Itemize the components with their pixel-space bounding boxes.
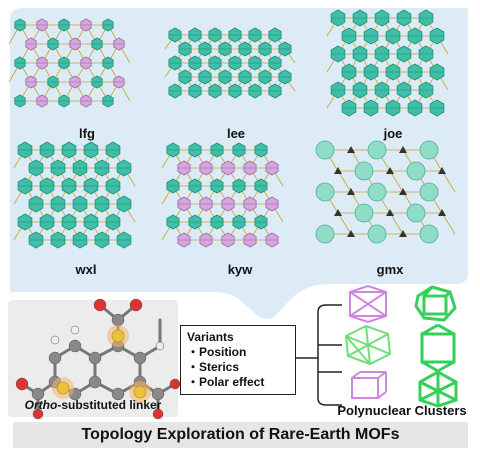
linker-caption-rest: -substituted linker — [57, 398, 162, 412]
cluster-node — [315, 224, 335, 244]
atom — [32, 408, 44, 420]
atom — [155, 341, 165, 351]
atom — [15, 377, 29, 391]
atom — [133, 351, 147, 365]
cluster-pink-bottom — [351, 371, 387, 399]
atom — [88, 375, 102, 389]
linker-node — [334, 209, 342, 216]
variant-polar-effect: ・Polar effect — [187, 375, 265, 389]
cluster-green-cage-3 — [420, 323, 456, 373]
linker-molecule-structure — [15, 298, 181, 420]
cluster-node — [406, 161, 426, 181]
atom — [68, 339, 82, 353]
atom — [93, 298, 107, 312]
network-label-wxl: wxl — [75, 262, 97, 277]
atom — [88, 351, 102, 365]
linker-edge — [337, 212, 352, 235]
branch-connector — [296, 304, 342, 406]
variants-box: Variants ・Position ・Sterics ・Polar effec… — [180, 325, 296, 395]
kyw-network-diagram — [161, 142, 284, 248]
footer-title: Topology Exploration of Rare-Earth MOFs — [13, 422, 468, 448]
cluster-node — [419, 224, 439, 244]
network-label-kyw: kyw — [227, 262, 253, 277]
gmx-network-diagram — [315, 140, 456, 244]
network-label-lee: lee — [226, 126, 246, 141]
atom — [70, 325, 80, 335]
wxl-network-diagram — [13, 141, 136, 249]
network-label-lfg: lfg — [79, 126, 95, 141]
cluster-node — [419, 140, 439, 160]
linker-node — [438, 209, 446, 216]
variant-position: ・Position — [187, 345, 247, 359]
lee-network-diagram — [164, 27, 296, 99]
atom — [152, 408, 164, 420]
cluster-green-cage-1 — [414, 285, 457, 322]
cluster-node — [354, 203, 374, 223]
cluster-green-cage-4 — [418, 370, 458, 408]
linker-node — [399, 146, 407, 153]
linker-edge — [389, 170, 404, 193]
cluster-node — [315, 182, 335, 202]
cluster-green-cage-2 — [344, 324, 392, 366]
cluster-node — [354, 161, 374, 181]
linker-node — [347, 188, 355, 195]
atom — [50, 335, 60, 345]
atom — [111, 313, 125, 327]
linker-edge — [389, 212, 404, 235]
atom — [48, 351, 62, 365]
linker-node — [399, 188, 407, 195]
atom — [151, 387, 165, 401]
linker-node — [386, 209, 394, 216]
substituent-atom — [56, 381, 70, 395]
network-label-joe: joe — [383, 126, 403, 141]
cluster-node — [367, 224, 387, 244]
cluster-node — [367, 182, 387, 202]
joe-network-diagram — [326, 9, 449, 117]
atom — [111, 387, 125, 401]
cluster-pink-top — [349, 285, 387, 323]
linker-node — [399, 230, 407, 237]
cluster-node — [419, 182, 439, 202]
linker-node — [347, 230, 355, 237]
clusters-caption: Polynuclear Clusters — [337, 403, 467, 418]
variants-title: Variants — [187, 330, 234, 344]
linker-caption: Ortho-substituted linker — [8, 398, 178, 412]
cluster-node — [367, 140, 387, 160]
cluster-node — [406, 203, 426, 223]
substituent-atom — [111, 329, 125, 343]
linker-edge — [337, 170, 352, 193]
atom — [169, 378, 181, 390]
linker-node — [386, 167, 394, 174]
linker-edge — [441, 170, 456, 193]
linker-node — [438, 167, 446, 174]
linker-node — [347, 146, 355, 153]
lfg-network-diagram — [8, 18, 131, 108]
cluster-node — [315, 140, 335, 160]
variant-sterics: ・Sterics — [187, 360, 240, 374]
linker-edge — [441, 212, 456, 235]
atom — [129, 298, 143, 312]
substituent-atom — [133, 385, 147, 399]
atom — [31, 387, 45, 401]
network-label-gmx: gmx — [376, 262, 404, 277]
linker-caption-italic: Ortho — [24, 398, 58, 412]
linker-node — [334, 167, 342, 174]
